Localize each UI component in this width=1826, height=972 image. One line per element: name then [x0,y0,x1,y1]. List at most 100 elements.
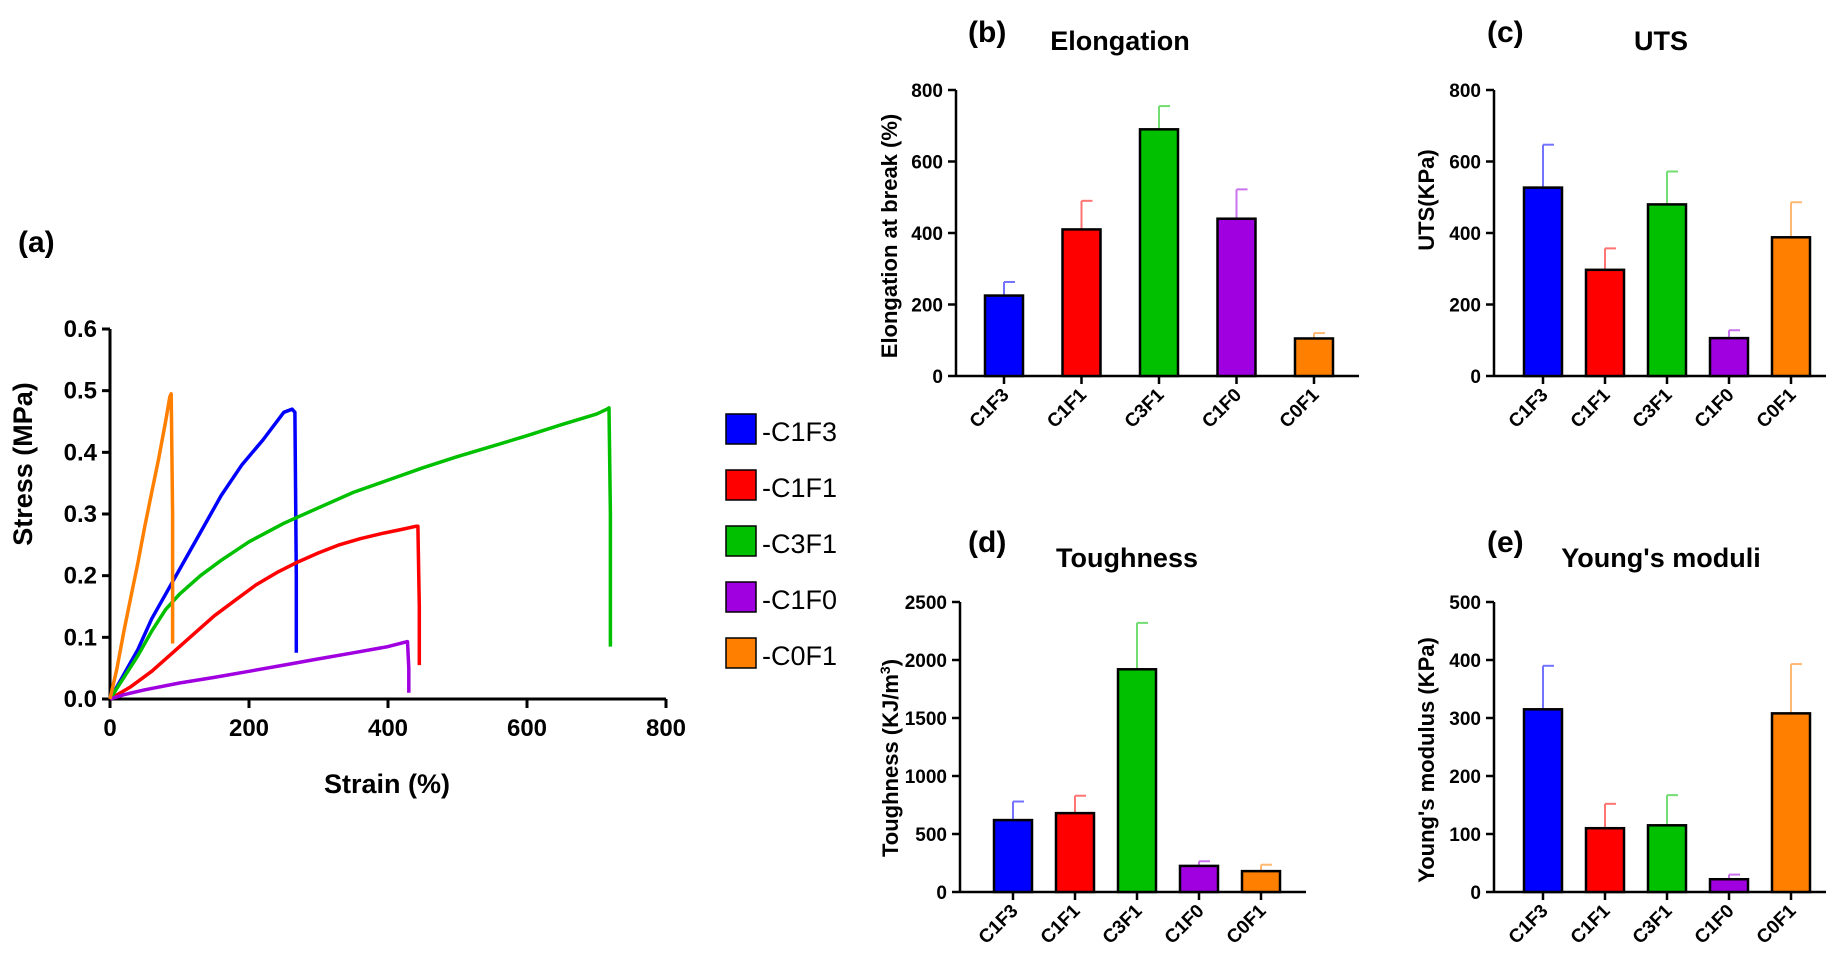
panel-b-x-tick-label-c0f1: C0F1 [1276,384,1324,432]
panel-a-y-tick-label: 0.3 [64,501,97,528]
panel-d-y-label-end: ) [878,659,903,666]
panel-a-stress-strain: (a) 0.00.10.20.30.40.50.6 0 200 400 600 800 … [8,226,837,799]
panel-c-bar-c1f1 [1584,268,1626,378]
panel-letter-d: (d) [968,526,1006,559]
panel-b-y-ticks: 0 200 400 600 800 [911,81,956,388]
panel-letter-b: (b) [968,16,1006,49]
legend-label-c1f1: -C1F1 [762,473,837,503]
panel-c-bar-c1f3 [1522,186,1564,378]
panel-letter-c: (c) [1487,16,1524,49]
series-line-c3f1 [108,406,613,700]
legend-label-c1f3: -C1F3 [762,417,837,447]
panel-a-x-tick-label: 400 [368,715,408,742]
panel-c-y-ticks: 0 200 400 600 800 [1449,81,1494,388]
panel-b-x-tick-label-c3f1: C3F1 [1121,384,1169,432]
legend-label-c0f1: -C0F1 [762,641,837,671]
legend-label-c1f0: -C1F0 [762,585,837,615]
panel-d-bar-c1f3 [992,818,1034,894]
panel-b-y-tick-label: 800 [911,81,943,102]
panel-e-bar-c3f1 [1646,824,1688,894]
panel-a-series [108,392,613,701]
series-line-c1f1 [109,524,422,701]
panel-e-bar-c1f1 [1584,826,1626,894]
panel-a-y-tick-label: 0.4 [64,439,98,466]
panel-e-bar-c1f0 [1708,877,1750,894]
panel-c-y-tick-label: 400 [1449,224,1481,245]
panel-a-legend: -C1F3 -C1F1 -C3F1 -C1F0 -C0F1 [725,413,837,671]
panel-d-y-tick-label: 500 [915,825,947,846]
panel-d-x-tick-label-c1f1: C1F1 [1037,900,1085,948]
panel-letter-a: (a) [18,226,55,259]
panel-e-x-tick-label-c1f1: C1F1 [1567,900,1615,948]
panel-d-x-ticks: C1F3 C1F1 C3F1 C1F0 C0F1 [975,892,1271,948]
panel-e-y-tick-label: 0 [1470,883,1481,904]
panel-a-y-tick-label: 0.6 [64,316,97,343]
panel-a-x-label: Strain (%) [324,769,450,799]
series-line-c0f1 [108,392,175,700]
panel-a-axes [108,329,666,701]
panel-c-y-tick-label: 200 [1449,296,1481,317]
legend-swatch-c1f0 [725,581,757,613]
panel-b-x-tick-label-c1f0: C1F0 [1198,385,1246,433]
panel-c-x-tick-label-c3f1: C3F1 [1629,384,1677,432]
panel-b-bar-c1f1 [1061,228,1102,378]
panel-b-y-tick-label: 0 [932,367,943,388]
panel-a-x-tick-label: 800 [646,715,686,742]
panel-c-x-tick-label-c1f3: C1F3 [1505,385,1553,433]
legend-swatch-c1f3 [725,413,757,445]
panel-d-x-tick-label-c1f3: C1F3 [975,901,1023,949]
panel-d-y-tick-label: 1000 [905,767,947,788]
panel-e-y-tick-label: 200 [1449,767,1481,788]
panel-a-x-tick-label: 600 [507,715,547,742]
panel-b-bar-c1f0 [1216,217,1257,378]
panel-c-x-tick-label-c1f0: C1F0 [1691,385,1739,433]
panel-e-bar-c0f1 [1770,712,1812,894]
panel-b-elongation: (b) Elongation Elongation at break (%) 0… [877,16,1359,432]
panel-b-bar-c1f3 [983,294,1025,378]
panel-b-x-ticks: C1F3 C1F1 C3F1 C1F0 C0F1 [966,376,1324,432]
panel-c-y-tick-label: 0 [1470,367,1481,388]
panel-b-y-tick-label: 400 [911,224,943,245]
panel-e-y-tick-label: 100 [1449,825,1481,846]
panel-b-x-tick-label-c1f1: C1F1 [1043,384,1091,432]
panel-a-y-tick-label: 0.1 [64,624,97,651]
panel-e-x-tick-label-c0f1: C0F1 [1753,900,1801,948]
panel-b-bars [983,105,1335,378]
panel-e-y-tick-label: 300 [1449,709,1481,730]
panel-e-title: Young's moduli [1561,543,1760,573]
panel-d-bars [992,621,1282,894]
panel-d-x-tick-label-c1f0: C1F0 [1161,901,1209,949]
legend-swatch-c3f1 [725,525,757,557]
panel-d-toughness: (d) Toughness Toughness (KJ/m3) 0 500 1000… [877,526,1306,948]
panel-d-bar-c1f1 [1054,811,1096,894]
panel-d-bar-c0f1 [1240,869,1282,894]
panel-a-y-tick-label: 0.2 [64,563,97,590]
panel-e-bar-c1f3 [1522,708,1564,894]
panel-d-x-tick-label-c3f1: C3F1 [1099,900,1147,948]
panel-c-y-label: UTS(KPa) [1414,149,1439,250]
legend-label-c3f1: -C3F1 [762,529,837,559]
panel-c-y-tick-label: 600 [1449,153,1481,174]
panel-c-bar-c1f0 [1708,336,1750,378]
panel-e-x-tick-label-c1f0: C1F0 [1691,901,1739,949]
panel-b-bar-c0f1 [1293,337,1335,378]
panel-b-y-label: Elongation at break (%) [877,114,902,358]
panel-c-x-tick-label-c0f1: C0F1 [1753,384,1801,432]
panel-a-y-ticks: 0.0 0.1 0.2 0.3 0.4 0.5 0.6 [64,316,110,713]
panel-e-y-label: Young's modulus (KPa) [1414,637,1439,883]
panel-e-y-ticks: 0 100 200 300 400 500 [1449,593,1494,904]
legend-swatch-c1f1 [725,469,757,501]
legend-swatch-c0f1 [725,637,757,669]
panel-b-bar-c3f1 [1138,128,1180,378]
panel-d-x-tick-label-c0f1: C0F1 [1223,900,1271,948]
panel-b-title: Elongation [1050,26,1189,56]
panel-letter-e: (e) [1487,526,1524,559]
series-line-c1f3 [108,407,299,700]
panel-a-x-tick-label: 0 [103,715,116,742]
panel-e-x-tick-label-c3f1: C3F1 [1629,900,1677,948]
panel-d-y-tick-label: 2000 [905,651,947,672]
panel-d-bar-c3f1 [1116,668,1158,894]
panel-d-y-tick-label: 0 [936,883,947,904]
panel-d-y-label-main: Toughness (KJ/m [878,674,903,857]
panel-a-y-tick-label: 0.0 [64,686,97,713]
